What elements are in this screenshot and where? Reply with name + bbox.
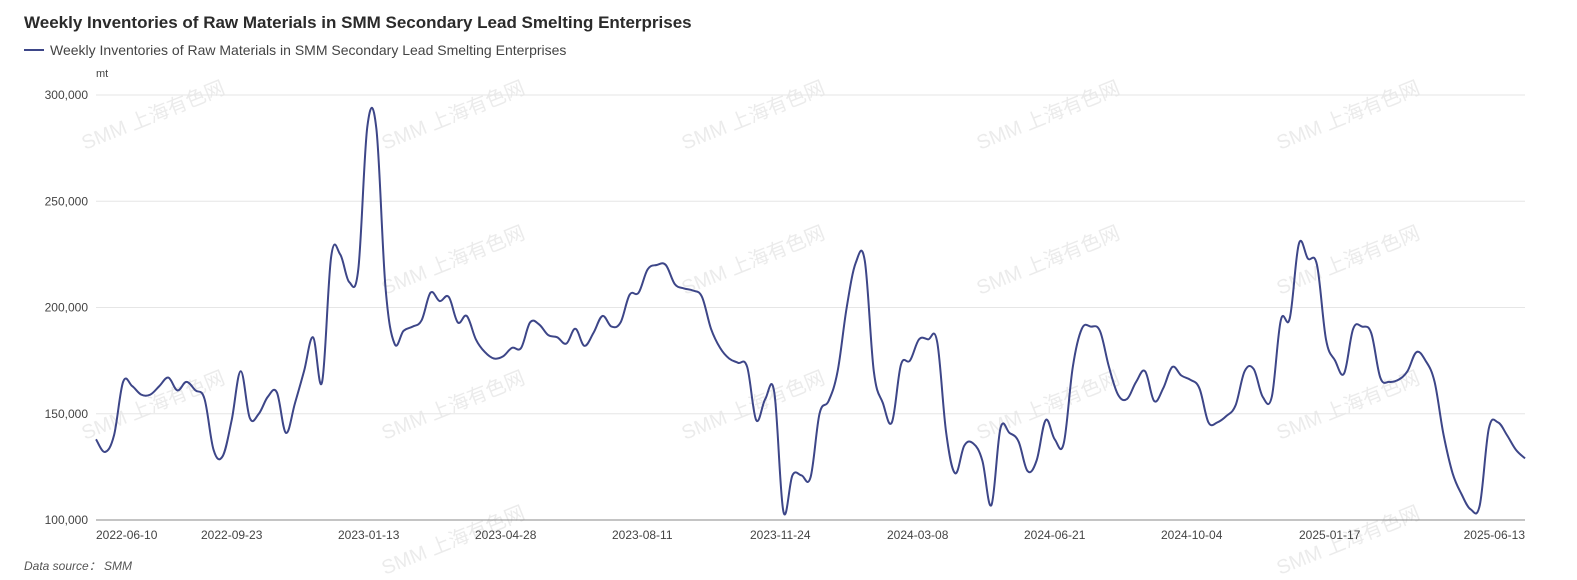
x-tick-label: 2024-06-21 <box>1024 528 1086 542</box>
legend[interactable]: Weekly Inventories of Raw Materials in S… <box>24 42 566 58</box>
watermark-text: SMM 上海有色网 <box>973 221 1123 299</box>
grid-lines <box>96 94 1525 521</box>
x-tick-label: 2025-06-13 <box>1464 528 1526 542</box>
y-axis: 100,000 150,000 200,000 250,000 300,000 <box>45 88 89 527</box>
watermark-text: SMM 上海有色网 <box>378 76 528 154</box>
y-tick-label: 150,000 <box>45 407 89 421</box>
watermark-text: SMM 上海有色网 <box>973 76 1123 154</box>
x-axis: 2022-06-10 2022-09-23 2023-01-13 2023-04-28… <box>96 528 1525 542</box>
legend-label: Weekly Inventories of Raw Materials in S… <box>50 42 567 58</box>
watermark-text: SMM 上海有色网 <box>378 221 528 299</box>
x-tick-label: 2024-03-08 <box>887 528 949 542</box>
series-line <box>95 106 1526 516</box>
y-tick-label: 200,000 <box>45 301 89 315</box>
watermark-text: SMM 上海有色网 <box>678 76 828 154</box>
x-tick-label: 2023-08-11 <box>612 528 673 542</box>
legend-swatch <box>24 49 44 51</box>
chart-title: Weekly Inventories of Raw Materials in S… <box>24 13 692 32</box>
watermark-text: SMM 上海有色网 <box>78 76 228 154</box>
data-source: Data source： SMM <box>24 559 133 573</box>
x-tick-label: 2023-04-28 <box>475 528 537 542</box>
x-tick-label: 2024-10-04 <box>1161 528 1223 542</box>
watermark-text: SMM 上海有色网 <box>378 366 528 444</box>
watermarks: SMM 上海有色网 SMM 上海有色网 SMM 上海有色网 SMM 上海有色网 SMM … <box>78 76 1423 579</box>
y-tick-label: 300,000 <box>45 88 89 102</box>
y-tick-label: 100,000 <box>45 513 89 527</box>
watermark-text: SMM 上海有色网 <box>973 366 1123 444</box>
x-tick-label: 2023-11-24 <box>750 528 811 542</box>
x-tick-label: 2023-01-13 <box>338 528 400 542</box>
y-axis-unit: mt <box>96 68 109 80</box>
x-tick-label: 2022-09-23 <box>201 528 263 542</box>
y-tick-label: 250,000 <box>45 194 89 208</box>
x-tick-label: 2022-06-10 <box>96 528 158 542</box>
series-layer <box>95 106 1526 516</box>
watermark-text: SMM 上海有色网 <box>1273 76 1423 154</box>
watermark-text: SMM 上海有色网 <box>678 221 828 299</box>
x-tick-label: 2025-01-17 <box>1299 528 1361 542</box>
